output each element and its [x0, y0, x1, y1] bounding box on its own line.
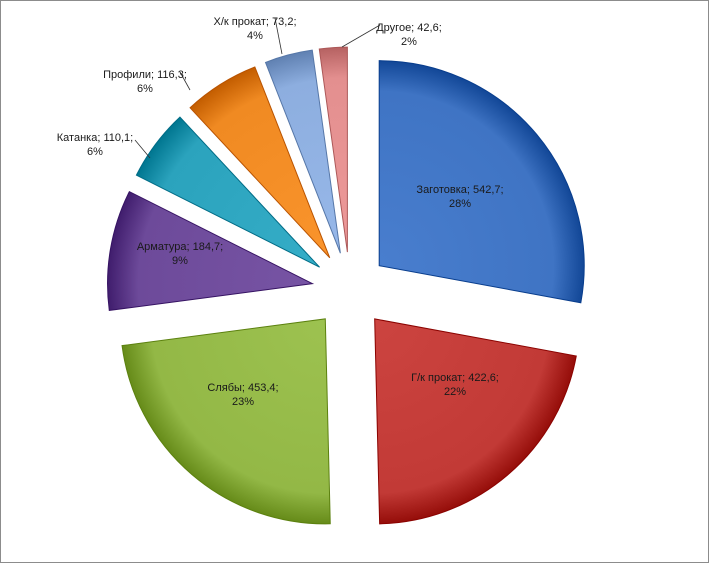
leader-line-8 [341, 24, 381, 48]
slice-label-2: Г/к прокат; 422,6; 22% [411, 372, 499, 398]
pie-slice-5 [135, 116, 320, 268]
slice-label-percent: 28% [449, 198, 471, 210]
slice-label-1: Заготовка; 542,7; 28% [416, 184, 503, 210]
slice-label-percent: 6% [87, 146, 103, 158]
slice-label-name-value: Катанка; 110,1; [57, 132, 133, 144]
slice-label-5: Катанка; 110,1; 6% [57, 132, 133, 158]
slice-label-percent: 22% [444, 386, 466, 398]
leader-line-6 [179, 71, 191, 91]
slice-label-name-value: Другое; 42,6; [376, 22, 442, 34]
slice-label-name-value: Х/к прокат; 73,2; [214, 16, 297, 28]
slice-label-percent: 9% [172, 255, 188, 267]
slice-label-8: Другое; 42,6; 2% [376, 22, 442, 48]
leader-line-5 [134, 139, 151, 159]
pie-slice-8 [318, 46, 348, 253]
leader-lines [134, 17, 381, 159]
slice-label-percent: 2% [401, 36, 417, 48]
pie-slices [107, 46, 585, 525]
slice-label-percent: 4% [247, 30, 263, 42]
slice-labels: Заготовка; 542,7; 28% Г/к прокат; 422,6; 22… [57, 16, 504, 408]
slice-label-percent: 6% [137, 83, 153, 95]
slice-label-7: Х/к прокат; 73,2; 4% [214, 16, 297, 42]
slice-label-name-value: Слябы; 453,4; [207, 382, 278, 394]
slice-label-name-value: Заготовка; 542,7; [416, 184, 503, 196]
slice-label-name-value: Г/к прокат; 422,6; [411, 372, 499, 384]
pie-slice-2 [374, 318, 577, 525]
slice-label-name-value: Профили; 116,3; [103, 69, 187, 81]
pie-slice-4 [107, 190, 315, 311]
slice-label-6: Профили; 116,3; 6% [103, 69, 187, 95]
slice-label-4: Арматура; 184,7; 9% [137, 241, 223, 267]
pie-slice-6 [189, 66, 331, 259]
pie-slice-1 [378, 60, 585, 304]
pie-slice-7 [264, 49, 341, 254]
pie-slice-3 [121, 318, 331, 525]
slice-label-3: Слябы; 453,4; 23% [207, 382, 278, 408]
slice-label-name-value: Арматура; 184,7; [137, 241, 223, 253]
slice-label-percent: 23% [232, 396, 254, 408]
leader-line-7 [274, 17, 283, 55]
